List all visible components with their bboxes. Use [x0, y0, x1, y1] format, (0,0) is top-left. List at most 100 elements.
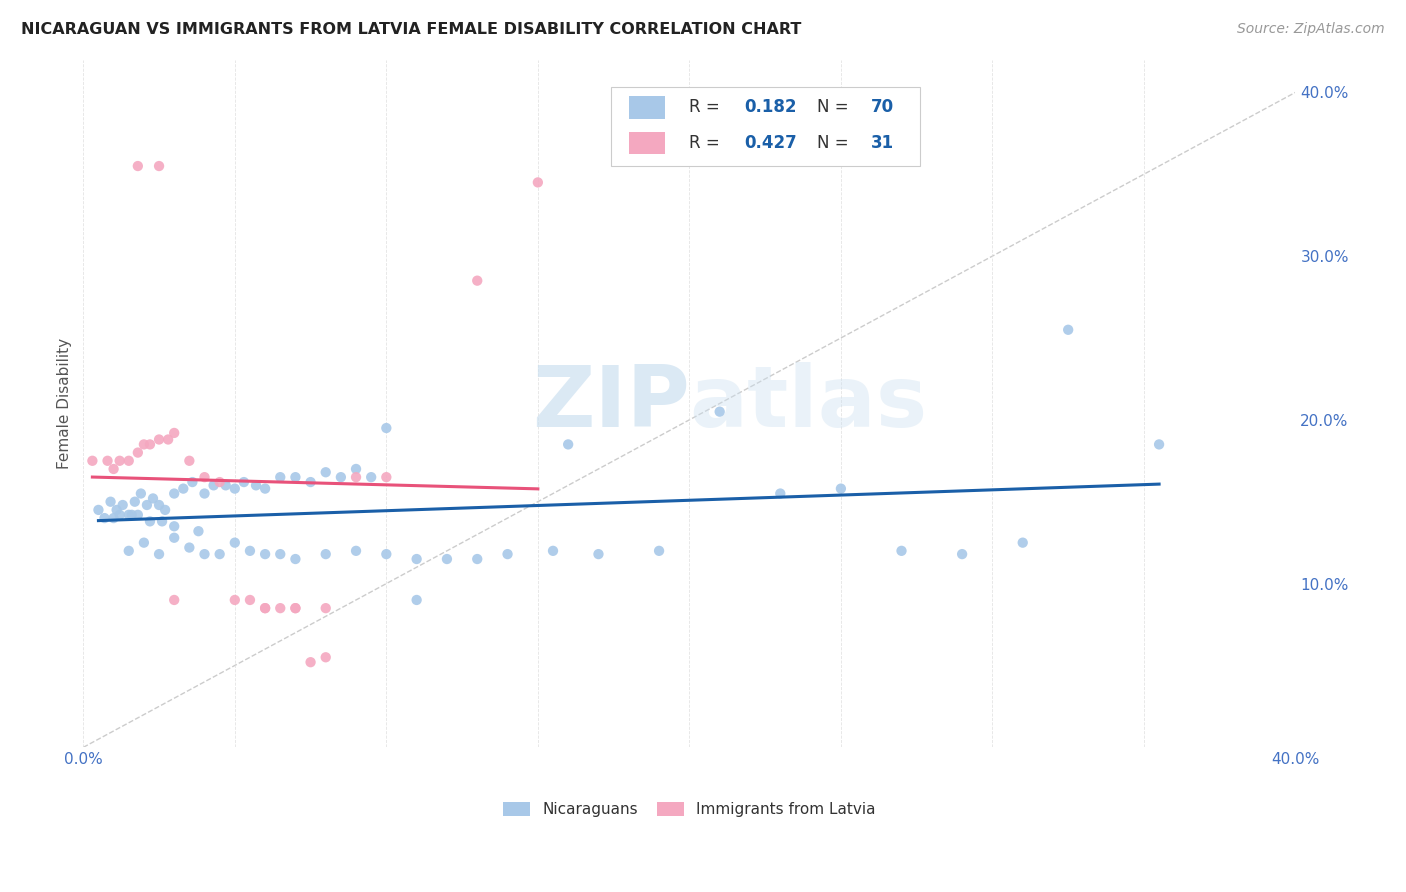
Point	[360, 470, 382, 484]
Point	[1011, 535, 1033, 549]
Point	[111, 498, 134, 512]
Text: 0.427: 0.427	[744, 134, 797, 152]
Y-axis label: Female Disability: Female Disability	[58, 338, 72, 469]
Point	[375, 470, 398, 484]
Point	[103, 511, 125, 525]
Point	[157, 433, 180, 447]
Point	[769, 486, 792, 500]
Point	[344, 544, 367, 558]
Point	[299, 655, 322, 669]
Point	[215, 478, 238, 492]
Point	[142, 491, 165, 506]
Point	[132, 437, 155, 451]
Point	[269, 470, 291, 484]
Point	[405, 552, 427, 566]
Point	[254, 601, 277, 615]
Point	[193, 547, 215, 561]
Point	[163, 519, 186, 533]
Point	[1147, 437, 1170, 451]
Point	[329, 470, 352, 484]
Point	[118, 454, 141, 468]
Point	[132, 535, 155, 549]
Point	[284, 470, 307, 484]
Point	[136, 498, 159, 512]
Point	[118, 544, 141, 558]
Point	[108, 454, 131, 468]
FancyBboxPatch shape	[610, 87, 920, 166]
Point	[148, 498, 170, 512]
Point	[148, 159, 170, 173]
Point	[163, 531, 186, 545]
Point	[179, 541, 201, 555]
Text: R =: R =	[689, 134, 725, 152]
Point	[87, 503, 110, 517]
Point	[344, 462, 367, 476]
Point	[375, 421, 398, 435]
Point	[527, 175, 550, 189]
Point	[148, 433, 170, 447]
Point	[163, 593, 186, 607]
Point	[129, 486, 152, 500]
Point	[163, 425, 186, 440]
Point	[193, 486, 215, 500]
Point	[127, 445, 149, 459]
Point	[890, 544, 912, 558]
Point	[193, 470, 215, 484]
Point	[181, 475, 204, 489]
Point	[557, 437, 579, 451]
Point	[208, 547, 231, 561]
Text: N =: N =	[817, 98, 853, 116]
Point	[709, 404, 731, 418]
Point	[139, 514, 162, 528]
Point	[269, 601, 291, 615]
Point	[224, 535, 246, 549]
Point	[254, 547, 277, 561]
Point	[299, 475, 322, 489]
Point	[239, 593, 262, 607]
Point	[82, 454, 104, 468]
Point	[588, 547, 610, 561]
Point	[239, 544, 262, 558]
Point	[121, 508, 143, 522]
Point	[163, 486, 186, 500]
Point	[127, 159, 149, 173]
Point	[124, 494, 146, 508]
Point	[153, 503, 176, 517]
Text: 70: 70	[872, 98, 894, 116]
Point	[315, 465, 337, 479]
Point	[100, 494, 122, 508]
Legend: Nicaraguans, Immigrants from Latvia: Nicaraguans, Immigrants from Latvia	[496, 797, 882, 823]
Point	[172, 482, 194, 496]
Text: 31: 31	[872, 134, 894, 152]
FancyBboxPatch shape	[628, 96, 665, 119]
Point	[108, 508, 131, 522]
Point	[208, 475, 231, 489]
Text: N =: N =	[817, 134, 853, 152]
Point	[148, 547, 170, 561]
Point	[269, 547, 291, 561]
Point	[105, 503, 128, 517]
Point	[541, 544, 564, 558]
Point	[150, 514, 173, 528]
Point	[465, 552, 488, 566]
Point	[179, 454, 201, 468]
Point	[127, 508, 149, 522]
Point	[496, 547, 519, 561]
Point	[465, 274, 488, 288]
Point	[950, 547, 973, 561]
Point	[245, 478, 267, 492]
Point	[284, 601, 307, 615]
Point	[224, 593, 246, 607]
Point	[436, 552, 458, 566]
Point	[187, 524, 209, 539]
Point	[315, 601, 337, 615]
Point	[118, 508, 141, 522]
Text: Source: ZipAtlas.com: Source: ZipAtlas.com	[1237, 22, 1385, 37]
Point	[254, 482, 277, 496]
Point	[648, 544, 671, 558]
Point	[202, 478, 225, 492]
Point	[284, 552, 307, 566]
Point	[315, 650, 337, 665]
Point	[405, 593, 427, 607]
Point	[254, 601, 277, 615]
